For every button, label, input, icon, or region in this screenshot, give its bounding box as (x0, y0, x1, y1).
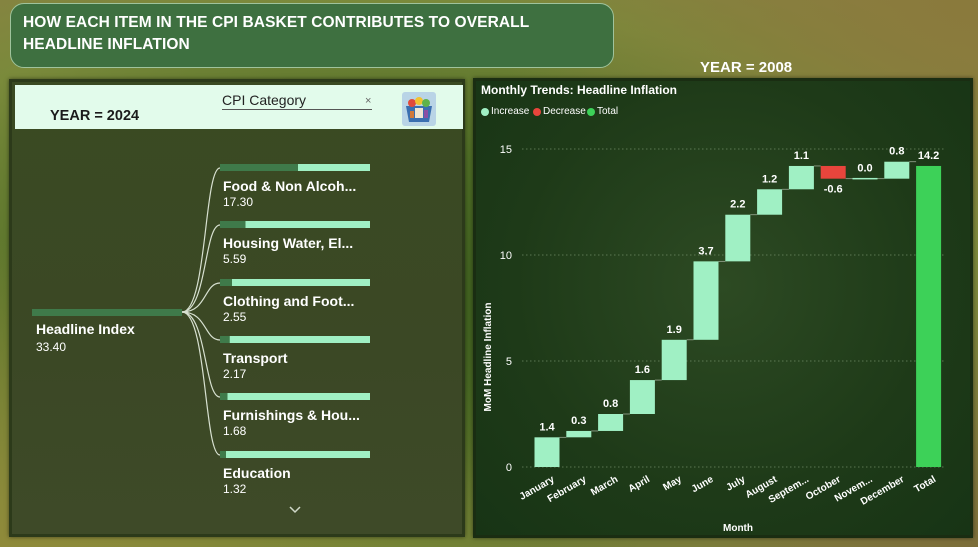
waterfall-bar[interactable] (661, 339, 687, 381)
data-label: 1.4 (539, 421, 555, 433)
legend-dot-decrease (533, 108, 541, 116)
legend-label-total: Total (597, 106, 619, 117)
waterfall-bar[interactable] (884, 161, 910, 179)
data-label: 1.1 (794, 150, 809, 162)
node-clothing-value: 2.55 (223, 310, 247, 324)
tree-connector-line (181, 311, 221, 398)
waterfall-bar[interactable] (566, 430, 592, 438)
data-label: 0.0 (857, 163, 872, 175)
node-housing-value: 5.59 (223, 252, 247, 266)
root-node-value: 33.40 (36, 340, 67, 354)
tree-connector-line (181, 311, 221, 456)
tree-connectors (32, 164, 370, 458)
child-node-bar-fill (220, 451, 226, 458)
legend-label-increase: Increase (491, 106, 530, 117)
data-label: 1.6 (635, 364, 650, 376)
waterfall-bar[interactable] (693, 261, 719, 340)
child-node-bar-fill (220, 164, 298, 171)
data-label: 14.2 (918, 150, 939, 162)
data-label: 0.8 (603, 398, 618, 410)
chevron-down-icon[interactable] (288, 505, 302, 515)
decomposition-tree-panel: YEAR = 2024 CPI Category × Headline Inde… (9, 79, 465, 537)
waterfall-chart-panel: Monthly Trends: Headline Inflation Incre… (473, 78, 973, 538)
x-tick-label: May (661, 474, 684, 493)
waterfall-bar[interactable] (598, 414, 624, 431)
tree-connector-line (181, 311, 221, 341)
year-2008-label: YEAR = 2008 (700, 59, 793, 76)
node-education-value: 1.32 (223, 482, 247, 496)
tree-connector-line (181, 167, 221, 313)
x-tick-label: March (589, 474, 620, 498)
node-furnishings-value: 1.68 (223, 424, 247, 438)
waterfall-bar[interactable] (916, 165, 942, 467)
waterfall-bar[interactable] (852, 177, 878, 180)
tree-connector-line (181, 282, 221, 313)
y-tick-label: 5 (506, 356, 512, 368)
waterfall-bar[interactable] (757, 189, 783, 215)
waterfall-bar[interactable] (629, 380, 655, 414)
child-node-bar[interactable] (220, 336, 370, 343)
data-label: 1.9 (667, 324, 682, 336)
data-label: 0.3 (571, 415, 586, 427)
waterfall-bar[interactable] (788, 165, 814, 190)
child-node-bar[interactable] (220, 393, 370, 400)
cpi-basket-image (402, 92, 436, 126)
root-node-label[interactable]: Headline Index (36, 321, 135, 337)
filter-header: YEAR = 2024 CPI Category × (15, 85, 463, 129)
child-node-bar-fill (220, 221, 246, 228)
y-axis-label: MoM Headline Inflation (483, 303, 494, 412)
child-node-bar-fill (220, 279, 232, 286)
y-tick-label: 0 (506, 462, 512, 474)
child-node-bar-fill (220, 336, 230, 343)
dashboard-title: HOW EACH ITEM IN THE CPI BASKET CONTRIBU… (10, 3, 614, 68)
legend-dot-total (587, 108, 595, 116)
node-education-label[interactable]: Education (223, 465, 291, 481)
year-2024-label: YEAR = 2024 (50, 108, 140, 124)
data-label: -0.6 (824, 184, 843, 196)
x-tick-label: April (627, 474, 652, 495)
x-tick-label: June (690, 474, 716, 495)
tree-connector-line (181, 224, 221, 313)
waterfall-bar[interactable] (725, 214, 751, 262)
waterfall-bar[interactable] (820, 165, 846, 179)
node-food-label[interactable]: Food & Non Alcoh... (223, 178, 357, 194)
node-clothing-label[interactable]: Clothing and Foot... (223, 293, 355, 309)
node-transport-value: 2.17 (223, 367, 247, 381)
chart-title: Monthly Trends: Headline Inflation (481, 83, 678, 97)
node-food-value: 17.30 (223, 195, 254, 209)
node-housing-label[interactable]: Housing Water, El... (223, 235, 354, 251)
child-node-bar[interactable] (220, 279, 370, 286)
node-transport-label[interactable]: Transport (223, 350, 288, 366)
waterfall-bar[interactable] (534, 437, 560, 467)
data-label: 1.2 (762, 173, 777, 185)
data-label: 0.8 (889, 146, 904, 158)
data-label: 3.7 (698, 245, 713, 257)
legend-label-decrease: Decrease (543, 106, 586, 117)
clear-filter-icon[interactable]: × (365, 95, 372, 107)
root-node-bar-fill (32, 309, 182, 316)
child-node-bar-fill (220, 393, 228, 400)
legend-dot-increase (481, 108, 489, 116)
y-tick-label: 10 (500, 250, 512, 262)
node-furnishings-label[interactable]: Furnishings & Hou... (223, 407, 360, 423)
data-label: 2.2 (730, 199, 745, 211)
x-tick-label: Total (913, 474, 939, 495)
x-axis-label: Month (723, 523, 753, 534)
cpi-category-slicer[interactable]: CPI Category (222, 92, 372, 110)
child-node-bar[interactable] (220, 221, 370, 228)
y-tick-label: 15 (500, 144, 512, 156)
child-node-bar[interactable] (220, 451, 370, 458)
